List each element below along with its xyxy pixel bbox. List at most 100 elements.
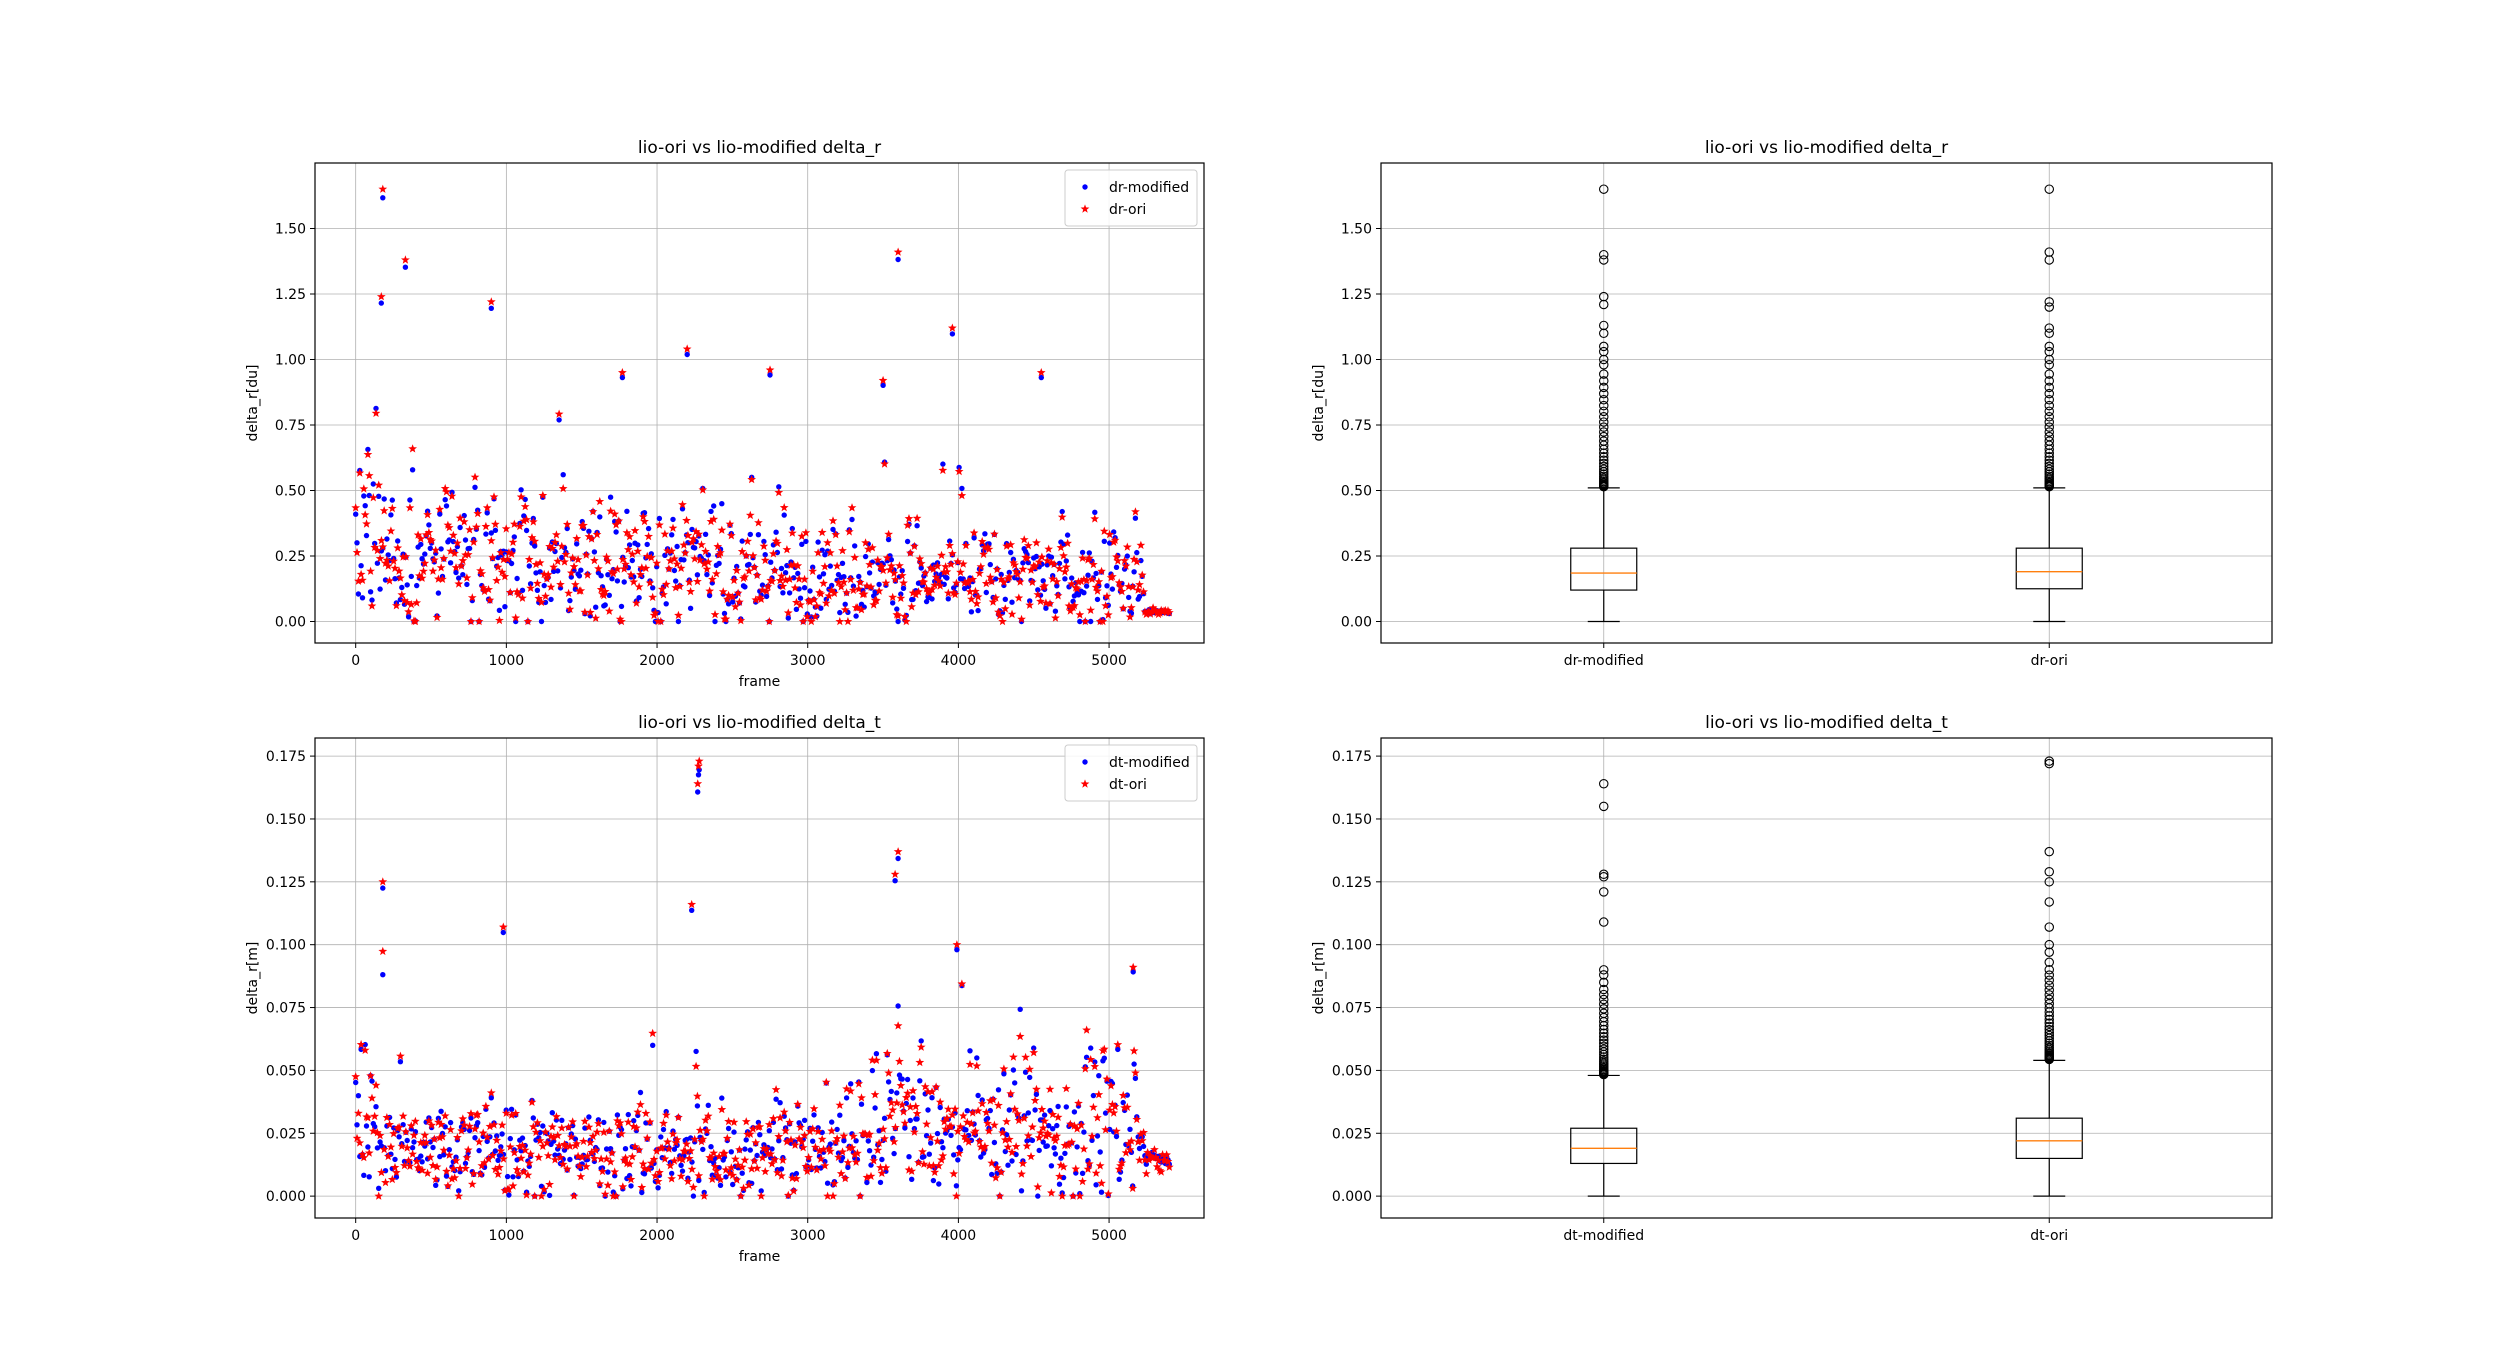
data-point [775,1113,785,1122]
data-point [367,1093,377,1102]
data-point [695,1125,705,1135]
data-point [377,1167,386,1177]
data-point [777,571,786,580]
data-point [617,1129,626,1138]
data-point [1104,583,1110,589]
data-point [515,521,525,531]
data-point [1137,570,1147,579]
x-tick-label: 3000 [790,1228,826,1244]
data-point [543,1151,553,1160]
data-point [524,554,534,564]
data-point [779,503,789,512]
data-point [1128,1183,1138,1193]
data-point [474,616,484,626]
data-point [722,594,732,603]
data-point [363,532,370,539]
data-point [664,564,674,573]
data-point [1032,1107,1038,1113]
data-point [798,1143,808,1152]
data-point [890,600,896,606]
data-point [507,1135,513,1142]
data-point [516,492,526,501]
data-point [510,519,519,528]
data-point [448,1164,458,1173]
data-point [476,566,485,575]
data-point [914,587,923,596]
data-point [941,562,950,571]
data-point [861,538,870,547]
data-point [834,1152,843,1161]
x-tick-label: 5000 [1091,1228,1127,1244]
data-point [671,567,678,574]
data-point [412,1157,422,1166]
data-point [786,590,793,596]
data-point [1022,553,1032,563]
data-point [476,1169,485,1178]
data-point [1044,1130,1053,1139]
data-point [973,1106,983,1115]
data-point [469,537,478,546]
data-point [831,1137,841,1146]
data-point [798,616,808,626]
flier [2044,756,2055,766]
data-point [1008,549,1014,556]
data-point [667,546,676,555]
data-point [1076,576,1086,586]
data-point [1064,1139,1074,1148]
data-point [374,1191,384,1200]
data-point [374,1145,381,1151]
data-point [502,604,508,610]
y-tick-label: 1.00 [275,353,306,369]
data-point [904,1076,911,1083]
data-point [920,568,930,577]
data-point [733,1160,743,1169]
data-point [687,1164,697,1174]
data-point [397,590,407,599]
data-point [811,612,820,621]
y-tick-label: 0.175 [266,749,306,765]
data-point [810,1138,816,1144]
data-point [405,614,412,620]
data-point [760,555,770,565]
data-point [889,568,899,577]
data-point [999,577,1009,587]
data-point [660,1154,670,1163]
data-point [808,566,818,576]
data-point [1040,578,1046,584]
data-point [1093,1113,1102,1122]
data-point [782,545,792,554]
data-point [381,1178,390,1187]
data-point [842,601,848,607]
data-point [701,546,710,556]
data-point [630,1142,640,1151]
data-point [712,569,721,578]
data-point [531,559,541,569]
data-point [588,1131,598,1141]
data-point [948,323,957,332]
data-point [1105,1105,1115,1114]
data-point [682,1139,691,1148]
data-point [709,1148,719,1157]
data-point [809,595,819,604]
data-point [729,575,739,585]
data-point [530,1191,540,1200]
data-point [1131,569,1137,575]
data-point [825,548,835,557]
data-point [929,1095,935,1101]
data-point [820,571,827,577]
data-point [797,595,804,601]
data-point [998,1128,1007,1137]
data-point [722,1133,732,1143]
data-point [736,1191,746,1200]
flier [1599,1052,1609,1062]
data-point [739,1170,745,1176]
y-tick-label: 0.100 [1332,938,1372,954]
data-point [598,573,604,579]
data-point [533,1118,542,1127]
data-point [1054,1122,1060,1129]
data-point [694,756,704,765]
data-point [434,574,443,583]
data-point [710,610,720,619]
flier [2044,970,2055,980]
data-point [900,612,910,621]
